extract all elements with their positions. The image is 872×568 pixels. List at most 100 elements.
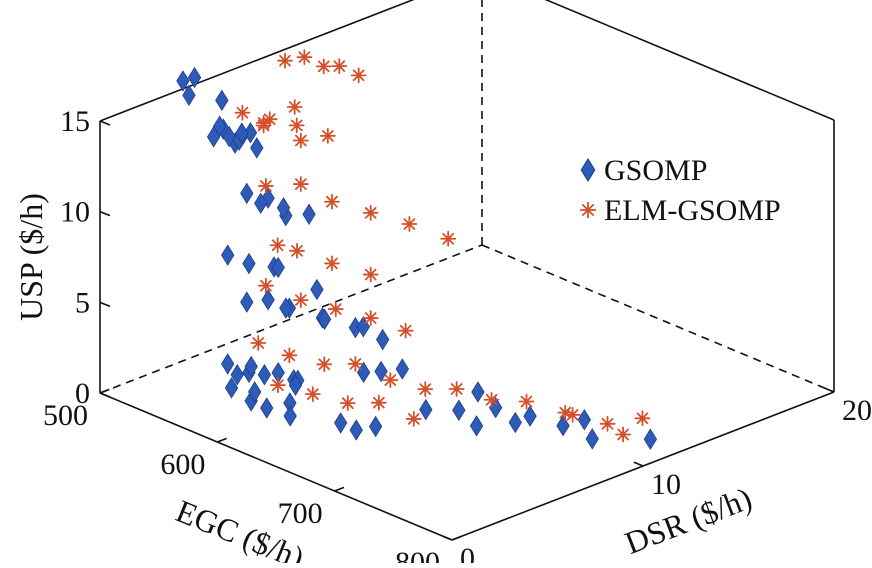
elm-gsomp-marker: [269, 237, 286, 254]
elm-gsomp-marker: [324, 255, 340, 272]
top-right-edge: [544, 0, 835, 121]
elm-gsomp-marker: [634, 410, 651, 427]
gsomp-marker: [374, 360, 388, 383]
gsomp-marker: [250, 137, 264, 159]
gsomp-marker: [206, 126, 221, 148]
elm-gsomp-marker: [234, 104, 251, 121]
gsomp-marker: [221, 244, 235, 266]
gsomp-marker: [419, 398, 433, 421]
gsomp-marker: [395, 358, 410, 380]
gsomp-marker: [288, 374, 303, 396]
legend-label-elm-gsomp: ELM-GSOMP: [604, 194, 781, 227]
gsomp-marker: [523, 405, 537, 427]
gsomp-marker: [261, 288, 275, 311]
data-markers: [176, 49, 658, 450]
legend-marker-elm-gsomp: [580, 202, 596, 218]
elm-gsomp-marker: [319, 127, 336, 144]
egc-tick-label: 800: [395, 546, 440, 563]
dsr-tick: [824, 387, 835, 393]
back-floor-edge-right: [481, 244, 835, 393]
gsomp-marker: [243, 122, 258, 144]
gsomp-marker: [248, 381, 262, 403]
elm-gsomp-marker: [292, 292, 309, 308]
elm-gsomp-marker: [382, 372, 399, 389]
elm-gsomp-marker: [405, 411, 422, 427]
gsomp-marker: [556, 415, 570, 437]
elm-gsomp-marker: [599, 415, 616, 432]
elm-gsomp-marker: [397, 322, 414, 339]
elm-gsomp-marker: [362, 310, 379, 326]
dsr-tick-label: 20: [842, 394, 872, 427]
gsomp-marker: [240, 182, 254, 205]
elm-gsomp-marker: [292, 176, 309, 192]
gsomp-marker: [471, 381, 485, 403]
gsomp-marker: [242, 252, 256, 275]
gsomp-marker: [356, 361, 371, 384]
elm-gsomp-marker: [304, 386, 321, 403]
gsomp-marker: [260, 397, 274, 419]
elm-gsomp-marker: [362, 204, 379, 221]
gsomp-marker: [257, 364, 272, 386]
elm-gsomp-marker: [327, 301, 344, 317]
dsr-tick-label: 0: [460, 542, 475, 563]
elm-gsomp-marker: [483, 391, 500, 408]
gsomp-marker: [222, 125, 236, 148]
elm-gsomp-marker: [255, 117, 272, 134]
gsomp-marker: [271, 256, 285, 279]
elm-gsomp-marker: [440, 230, 457, 247]
usp-tick-label: 0: [75, 377, 90, 410]
gsomp-marker: [310, 278, 324, 301]
legend: GSOMP ELM-GSOMP: [580, 154, 781, 227]
elm-gsomp-marker: [250, 335, 267, 351]
egc-tick: [334, 486, 345, 492]
usp-tick: [99, 120, 111, 126]
top-left-edge: [99, 0, 415, 122]
elm-gsomp-marker: [448, 381, 465, 397]
y-axis-title: DSR ($/h): [620, 480, 757, 561]
axis-ticks: 500 600 700 800 0 10 20 0 5 10 15: [43, 105, 872, 568]
gsomp-marker: [215, 89, 229, 112]
gsomp-marker: [187, 66, 202, 89]
elm-gsomp-marker: [362, 266, 379, 283]
gsomp-marker: [643, 428, 658, 450]
gsomp-marker: [333, 412, 348, 434]
gsomp-marker: [469, 415, 484, 437]
gsomp-marker: [302, 203, 316, 226]
back-floor-edge-left: [99, 244, 483, 394]
gsomp-marker: [368, 415, 383, 438]
elm-gsomp-marker: [296, 49, 313, 66]
egc-tick: [451, 535, 462, 541]
axes-box: [99, 0, 835, 541]
gsomp-marker: [254, 192, 268, 214]
gsomp-marker: [577, 408, 592, 431]
gsomp-marker: [230, 363, 244, 386]
usp-tick: [99, 301, 111, 308]
legend-marker-gsomp: [580, 158, 596, 182]
legend-label-gsomp: GSOMP: [604, 154, 707, 187]
egc-tick-label: 500: [43, 399, 88, 432]
elm-gsomp-marker: [288, 117, 305, 134]
z-axis-title: USP ($/h): [13, 193, 49, 321]
elm-gsomp-marker: [347, 355, 364, 372]
elm-gsomp-marker: [331, 58, 348, 75]
elm-gsomp-marker: [350, 67, 367, 84]
gsomp-marker: [221, 353, 235, 375]
gsomp-marker: [585, 428, 599, 450]
elm-gsomp-marker: [401, 216, 418, 232]
gsomp-marker: [235, 122, 249, 144]
elm-gsomp-marker: [289, 242, 305, 259]
egc-axis-line: [99, 392, 453, 541]
gsomp-marker: [283, 405, 297, 427]
usp-tick-label: 10: [60, 196, 90, 229]
elm-gsomp-marker: [370, 394, 387, 411]
gsomp-marker: [317, 308, 332, 330]
elm-gsomp-marker: [615, 426, 631, 443]
egc-tick-label: 700: [278, 497, 323, 530]
elm-gsomp-marker: [281, 347, 298, 364]
elm-gsomp-marker: [270, 377, 286, 394]
dsr-tick: [442, 535, 453, 541]
elm-gsomp-marker: [286, 99, 303, 115]
elm-gsomp-marker: [261, 111, 278, 128]
